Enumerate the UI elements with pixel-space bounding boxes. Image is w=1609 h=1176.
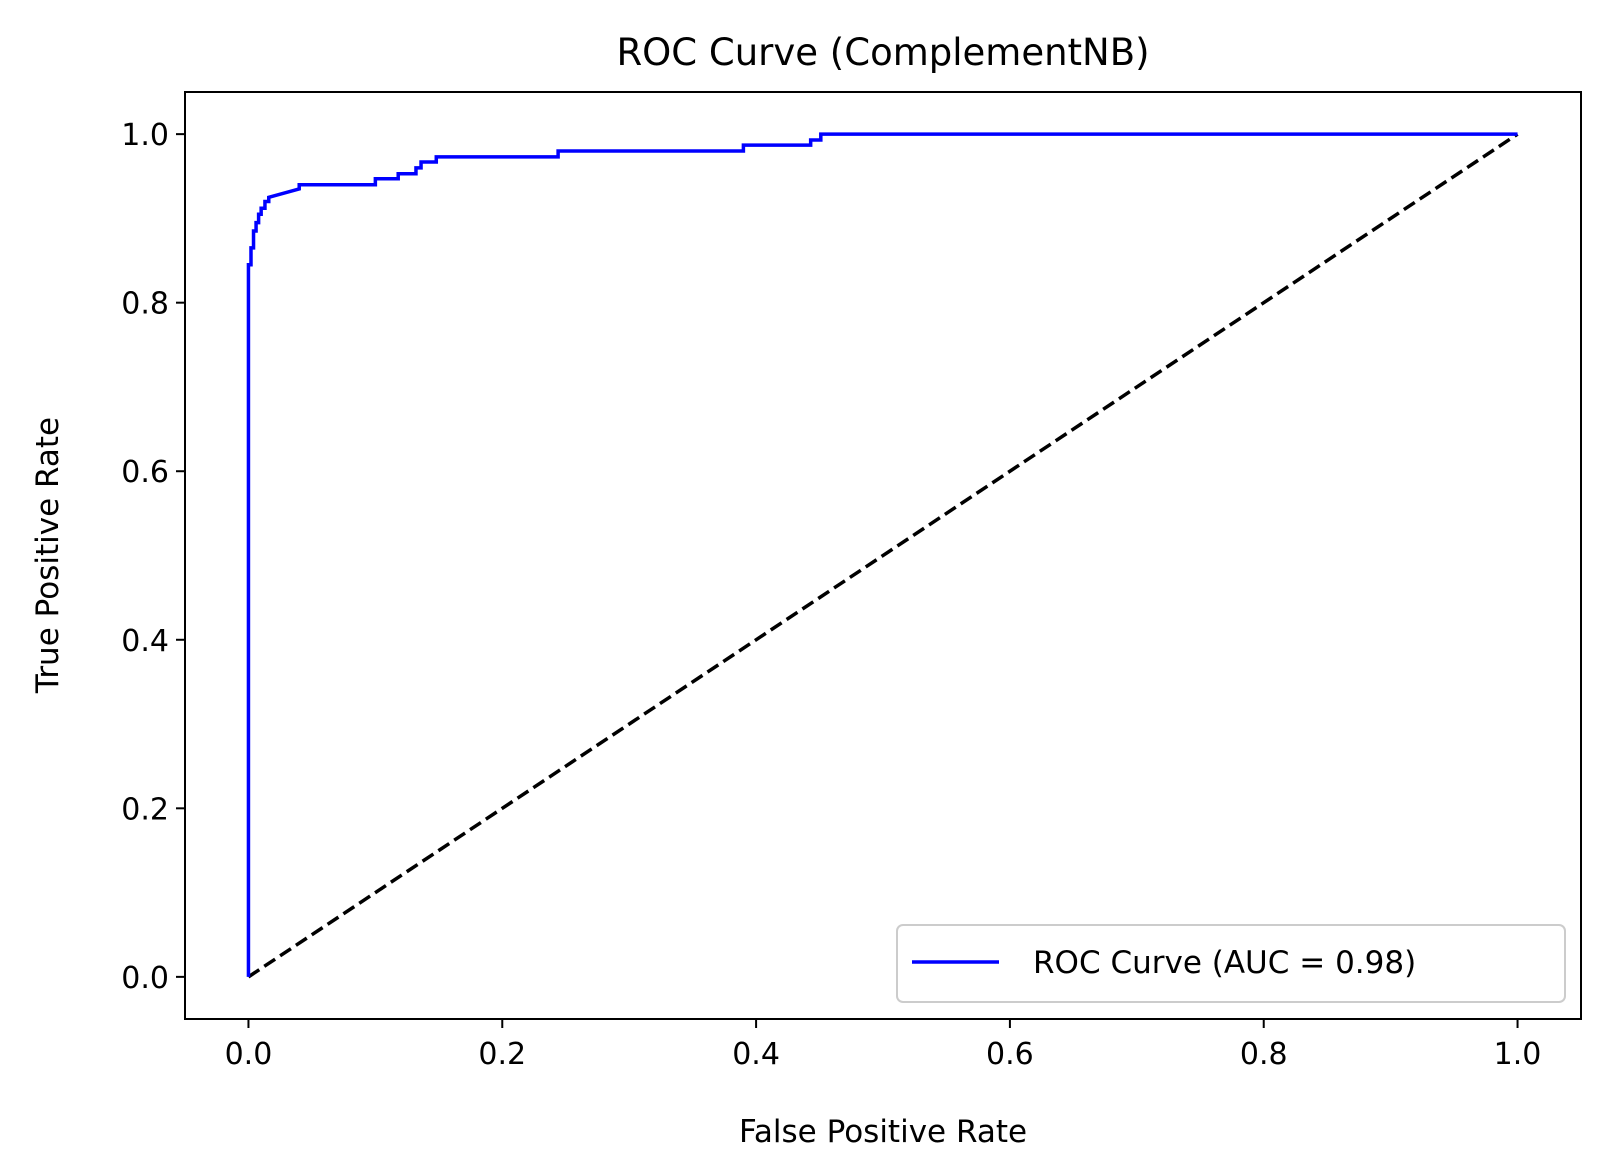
y-tick-label: 0.4 xyxy=(121,624,169,659)
x-tick-label: 0.6 xyxy=(986,1037,1034,1072)
x-tick-label: 1.0 xyxy=(1494,1037,1542,1072)
chart-title: ROC Curve (ComplementNB) xyxy=(616,31,1149,74)
x-tick-label: 0.2 xyxy=(478,1037,526,1072)
plot-area xyxy=(246,132,1519,979)
x-tick-label: 0.4 xyxy=(732,1037,780,1072)
axes-frame xyxy=(184,91,1582,1020)
legend-box xyxy=(896,924,1566,1003)
legend: ROC Curve (AUC = 0.98) xyxy=(896,924,1566,1003)
y-tick-label: 0.8 xyxy=(121,287,169,322)
y-tick-label: 0.6 xyxy=(121,455,169,490)
roc-curve-line xyxy=(246,132,1518,977)
axis-ticks: 0.0 0.2 0.4 0.6 0.8 1.0 0.0 0.2 0.4 0.6 0.8 1.0 xyxy=(121,118,1541,1072)
legend-label-roc: ROC Curve (AUC = 0.98) xyxy=(1033,945,1416,981)
y-tick-label: 0.0 xyxy=(121,961,169,996)
y-axis-label: True Positive Rate xyxy=(30,417,66,694)
chance-diagonal-line xyxy=(247,132,1519,979)
x-tick-label: 0.8 xyxy=(1240,1037,1288,1072)
x-tick-label: 0.0 xyxy=(225,1037,273,1072)
y-tick-label: 0.2 xyxy=(121,792,169,827)
x-axis-label: False Positive Rate xyxy=(739,1114,1027,1150)
y-tick-label: 1.0 xyxy=(121,118,169,153)
